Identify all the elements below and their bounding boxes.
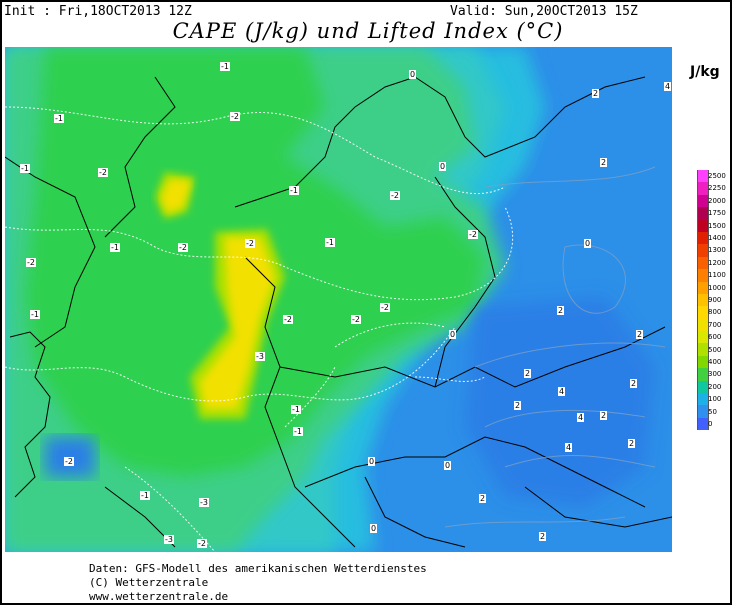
- contour-label: 2: [600, 158, 608, 167]
- contour-label: -3: [164, 535, 174, 544]
- legend-swatch: [697, 219, 709, 232]
- legend-level-label: 1400: [708, 234, 726, 242]
- legend-swatch: [697, 306, 709, 319]
- contour-label: -2: [351, 315, 361, 324]
- legend-level-label: 2500: [708, 172, 726, 180]
- legend-level-label: 400: [708, 358, 722, 366]
- footer-url: www.wetterzentrale.de: [89, 590, 229, 603]
- contour-label: 0: [444, 461, 452, 470]
- valid-time: Valid: Sun,20OCT2013 15Z: [450, 4, 638, 19]
- contour-label: -2: [468, 230, 478, 239]
- contour-label: 0: [370, 524, 378, 533]
- legend-level-label: 1300: [708, 246, 726, 255]
- contour-label: 4: [664, 82, 672, 91]
- legend-unit: J/kg: [690, 64, 720, 80]
- contour-label: -2: [98, 168, 108, 177]
- contour-label: -2: [26, 258, 36, 267]
- legend-level-label: 1000: [708, 283, 726, 292]
- legend-swatch: [697, 170, 709, 183]
- legend-level-label: 2250: [708, 184, 726, 193]
- legend-swatch: [697, 355, 709, 369]
- contour-label: 0: [409, 70, 417, 79]
- contour-label: -2: [380, 303, 390, 312]
- contour-label: -1: [289, 186, 299, 195]
- contour-label: 2: [628, 439, 636, 448]
- legend-level-label: 800: [708, 308, 722, 317]
- contour-label: -2: [230, 112, 240, 121]
- contour-label: 2: [630, 379, 638, 388]
- contour-label: -1: [20, 164, 30, 173]
- legend-level-label: 700: [708, 320, 722, 329]
- contour-label: -1: [30, 310, 40, 319]
- contour-label: -2: [390, 191, 400, 200]
- contour-label: 2: [636, 330, 644, 339]
- contour-label: 2: [539, 532, 547, 541]
- contour-label: -1: [220, 62, 230, 71]
- contour-label: -2: [245, 239, 255, 248]
- legend-swatch: [697, 417, 709, 431]
- init-time: Init : Fri,18OCT2013 12Z: [4, 4, 192, 19]
- legend-level-label: 100: [708, 395, 722, 404]
- legend-level-label: 600: [708, 333, 722, 342]
- cape-map: -1 -1 -2 -1 -2 -2 -1 -2 -2 -1 -2 -1 -2 -2 -2 -2 -3 -1 -1 -1…: [5, 47, 672, 552]
- legend-swatch: [697, 269, 709, 282]
- legend-level-label: 1500: [708, 221, 726, 230]
- contour-label: -1: [110, 243, 120, 252]
- color-legend: 2500 2250 2000 1750 1500 1400 1300 1200 1100 1000…: [697, 170, 726, 431]
- footer-source: Daten: GFS-Modell des amerikanischen Wet…: [89, 562, 427, 575]
- contour-label: 4: [565, 443, 573, 452]
- contour-label: 2: [557, 306, 565, 315]
- contour-label: 2: [592, 89, 600, 98]
- legend-swatch: [697, 231, 709, 245]
- map-field: [5, 47, 672, 552]
- legend-level-label: 1100: [708, 271, 726, 280]
- contour-label: -1: [54, 114, 64, 123]
- contour-label: 2: [524, 369, 532, 378]
- legend-swatch: [697, 207, 709, 220]
- legend-level-label: 500: [708, 345, 722, 354]
- legend-swatch: [697, 368, 709, 381]
- legend-swatch: [697, 343, 709, 356]
- contour-label: -2: [64, 457, 74, 466]
- contour-label: 2: [479, 494, 487, 503]
- contour-label: -2: [178, 243, 188, 252]
- contour-label: 2: [600, 411, 608, 420]
- contour-label: -1: [293, 427, 303, 436]
- legend-level-label: 900: [708, 296, 722, 304]
- legend-swatch: [697, 244, 709, 257]
- chart-title: CAPE (J/kg) und Lifted Index (°C): [172, 19, 564, 43]
- contour-label: -3: [255, 352, 265, 361]
- contour-label: 0: [449, 330, 457, 339]
- contour-label: -2: [197, 539, 207, 548]
- contour-label: -1: [291, 405, 301, 414]
- contour-label: -2: [283, 315, 293, 324]
- legend-level-label: 1750: [708, 209, 726, 218]
- legend-level-label: 50: [708, 407, 717, 416]
- legend-swatch: [697, 194, 709, 208]
- legend-swatch: [697, 405, 709, 418]
- contour-label: -1: [140, 491, 150, 500]
- contour-label: -3: [199, 498, 209, 507]
- contour-label: 4: [558, 387, 566, 396]
- contour-label: 0: [584, 239, 592, 248]
- contour-label: -1: [325, 238, 335, 247]
- legend-level-label: 200: [708, 382, 722, 391]
- contour-label: 4: [577, 413, 585, 422]
- legend-swatch: [697, 281, 709, 294]
- legend-level-label: 2000: [708, 196, 726, 205]
- footer-copyright: (C) Wetterzentrale: [89, 576, 209, 589]
- contour-label: 2: [514, 401, 522, 410]
- legend-swatch: [697, 182, 709, 195]
- legend-swatch: [697, 393, 709, 406]
- contour-label: 0: [439, 162, 447, 171]
- legend-swatch: [697, 331, 709, 344]
- legend-level-label: 1200: [708, 258, 726, 267]
- legend-level-label: 300: [708, 370, 722, 379]
- legend-level-label: 0: [708, 420, 713, 428]
- legend-swatch: [697, 318, 709, 332]
- legend-swatch: [697, 380, 709, 394]
- legend-swatch: [697, 293, 709, 307]
- legend-swatch: [697, 256, 709, 270]
- contour-label: 0: [368, 457, 376, 466]
